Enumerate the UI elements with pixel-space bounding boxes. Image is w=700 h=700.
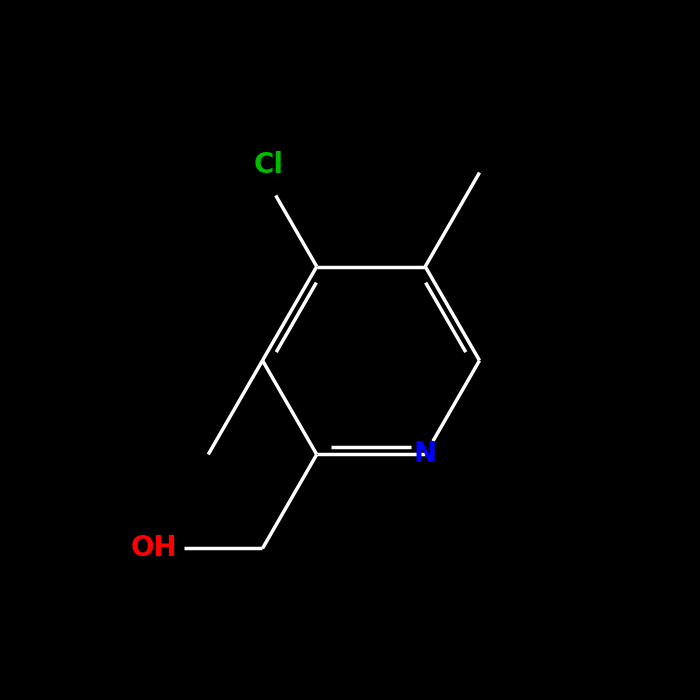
Text: N: N — [414, 440, 437, 468]
Text: OH: OH — [131, 534, 178, 562]
Text: Cl: Cl — [253, 150, 284, 178]
